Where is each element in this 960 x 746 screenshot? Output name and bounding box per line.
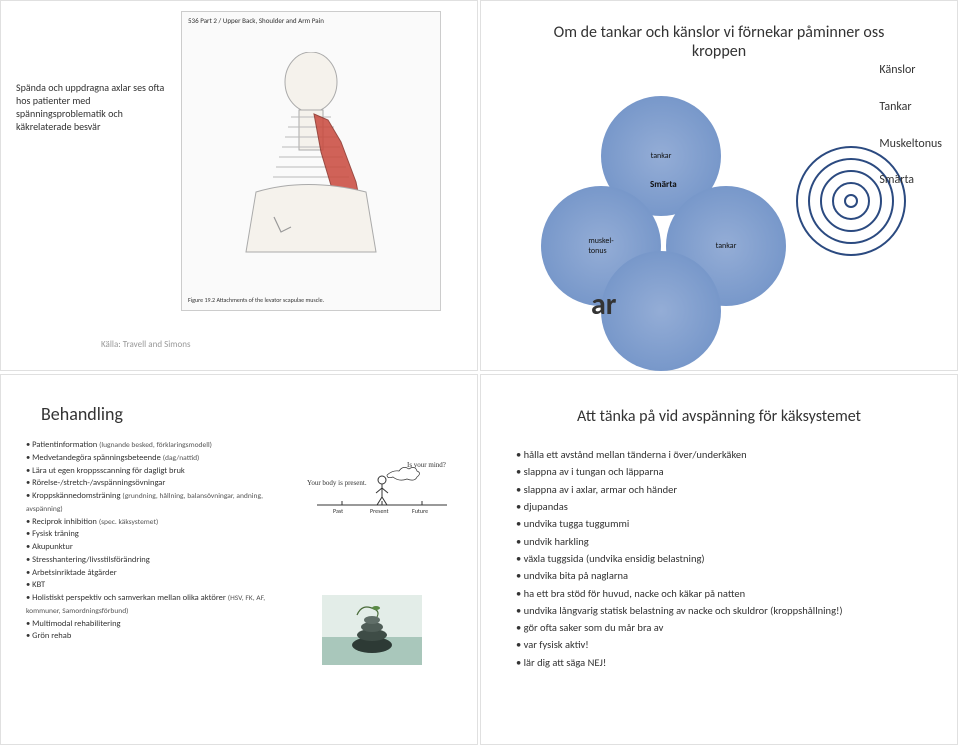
behandling-item-sub: (spec. käksystemet) xyxy=(99,518,158,527)
avspanning-item: undvika tugga tuggummi xyxy=(516,515,947,532)
avspanning-item: djupandas xyxy=(516,498,947,515)
avspanning-item: lär dig att säga NEJ! xyxy=(516,654,947,671)
anatomy-image-box: 536 Part 2 / Upper Back, Shoulder and Ar… xyxy=(181,11,441,311)
behandling-item-sub: (grundning, hållning, balansövningar, an… xyxy=(26,492,263,514)
circle-left-label: muskel- tonus xyxy=(588,236,613,256)
behandling-item: Kroppskännedomsträning (grundning, hålln… xyxy=(26,490,286,516)
circle-right-label: tankar xyxy=(716,241,737,251)
avspanning-item: slappna av i tungan och läpparna xyxy=(516,463,947,480)
circle-top-label: tankar xyxy=(651,151,672,161)
behandling-item: KBT xyxy=(26,579,286,592)
anatomy-figure-caption: Figure 19.2 Attachments of the levator s… xyxy=(188,296,324,304)
anatomy-page-header: 536 Part 2 / Upper Back, Shoulder and Ar… xyxy=(188,16,324,25)
avspanning-item: hålla ett avstånd mellan tänderna i över… xyxy=(516,446,947,463)
circle-bottom xyxy=(601,251,721,371)
slide-behandling: Behandling Patientinformation (lugnande … xyxy=(0,374,478,745)
body-present-text: Your body is present. xyxy=(307,479,367,487)
legend-smarta: Smärta xyxy=(879,166,942,195)
behandling-item: Lära ut egen kroppsscanning för dagligt … xyxy=(26,465,286,478)
circles-legend: Känslor Tankar Muskeltonus Smärta xyxy=(879,56,942,203)
behandling-item-sub: (lugnande besked, förklaringsmodell) xyxy=(99,441,212,450)
avspanning-item: gör ofta saker som du mår bra av xyxy=(516,619,947,636)
slide-anatomy: Spända och uppdragna axlar ses ofta hos … xyxy=(0,0,478,371)
behandling-item-sub: (dag/nattid) xyxy=(163,454,200,463)
behandling-item: Arbetsinriktade åtgärder xyxy=(26,567,286,580)
avspanning-item: undvika bita på naglarna xyxy=(516,567,947,584)
legend-kanslor: Känslor xyxy=(879,56,942,85)
avspanning-title: Att tänka på vid avspänning för käksyste… xyxy=(511,407,927,426)
behandling-item: Patientinformation (lugnande besked, för… xyxy=(26,439,286,452)
zen-stones-image xyxy=(322,595,422,665)
behandling-item: Rörelse-/stretch-/avspänningsövningar xyxy=(26,477,286,490)
anatomy-source: Källa: Travell and Simons xyxy=(101,339,190,350)
mindfulness-cartoon: Your body is present. Is your mind? Past… xyxy=(307,455,457,515)
avspanning-item: var fysisk aktiv! xyxy=(516,636,947,653)
behandling-item: Stresshantering/livsstilsförändring xyxy=(26,554,286,567)
behandling-title: Behandling xyxy=(41,403,467,425)
avspanning-list: hålla ett avstånd mellan tänderna i över… xyxy=(516,446,947,671)
svg-text:Past: Past xyxy=(333,507,343,515)
behandling-item: Reciprok inhibition (spec. käksystemet) xyxy=(26,516,286,529)
anatomy-caption: Spända och uppdragna axlar ses ofta hos … xyxy=(16,81,166,133)
slide-avspanning: Att tänka på vid avspänning för käksyste… xyxy=(480,374,958,745)
behandling-item: Grön rehab xyxy=(26,630,286,643)
behandling-item: Medvetandegöra spänningsbeteende (dag/na… xyxy=(26,452,286,465)
avspanning-item: ha ett bra stöd för huvud, nacke och käk… xyxy=(516,585,947,602)
avspanning-item: växla tuggsida (undvika ensidig belastni… xyxy=(516,550,947,567)
ar-fragment: ar xyxy=(591,286,616,323)
behandling-item: Holistiskt perspektiv och samverkan mell… xyxy=(26,592,286,618)
slide-circles: Om de tankar och känslor vi förnekar påm… xyxy=(480,0,958,371)
behandling-item: Multimodal rehabilitering xyxy=(26,618,286,631)
avspanning-item: undvika långvarig statisk belastning av … xyxy=(516,602,947,619)
behandling-item-sub: (HSV, FK, AF, kommuner, Samordningsförbu… xyxy=(26,594,265,616)
circles-title: Om de tankar och känslor vi förnekar påm… xyxy=(531,23,907,61)
behandling-item: Fysisk träning xyxy=(26,528,286,541)
behandling-item: Akupunktur xyxy=(26,541,286,554)
svg-text:Present: Present xyxy=(370,507,389,515)
legend-tankar: Tankar xyxy=(879,93,942,122)
circle-center-label: Smärta xyxy=(650,179,677,190)
svg-text:Future: Future xyxy=(412,507,428,515)
behandling-list: Patientinformation (lugnande besked, för… xyxy=(26,439,286,643)
anatomy-illustration xyxy=(236,52,386,282)
legend-muskeltonus: Muskeltonus xyxy=(879,130,942,159)
avspanning-item: undvik harkling xyxy=(516,533,947,550)
avspanning-item: slappna av i axlar, armar och händer xyxy=(516,481,947,498)
